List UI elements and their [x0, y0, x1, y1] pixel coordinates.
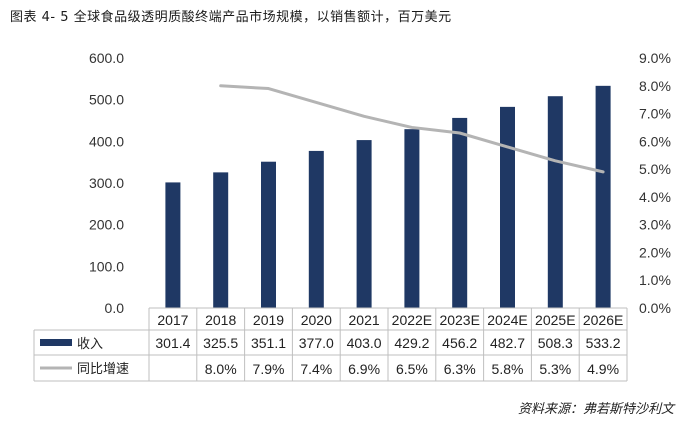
revenue-bar [165, 182, 181, 308]
revenue-bar [547, 96, 563, 308]
y-left-tick-label: 0.0 [105, 300, 125, 316]
x-category-label: 2021 [349, 312, 380, 328]
y-right-tick-label: 4.0% [639, 189, 671, 205]
revenue-value-label: 508.3 [538, 335, 573, 351]
y-right-tick-label: 0.0% [639, 300, 671, 316]
revenue-value-label: 325.5 [203, 335, 238, 351]
revenue-value-label: 482.7 [490, 335, 525, 351]
y-right-tick-label: 8.0% [639, 78, 671, 94]
revenue-bar [404, 129, 420, 308]
growth-value-label: 6.9% [348, 361, 380, 377]
y-right-tick-label: 1.0% [639, 272, 671, 288]
growth-value-label: 8.0% [205, 361, 237, 377]
chart-title: 图表 4- 5 全球食品级透明质酸终端产品市场规模，以销售额计，百万美元 [10, 10, 452, 25]
growth-value-label: 7.4% [300, 361, 332, 377]
legend-label-growth: 同比增速 [77, 361, 129, 376]
x-category-label: 2017 [157, 312, 188, 328]
revenue-value-label: 301.4 [155, 335, 190, 351]
legend-label-revenue: 收入 [77, 336, 103, 351]
revenue-bar [500, 106, 515, 308]
y-right-tick-label: 9.0% [639, 50, 671, 66]
y-left-tick-label: 600.0 [89, 50, 124, 66]
growth-value-label: 7.9% [253, 361, 285, 377]
y-left-tick-label: 100.0 [89, 258, 124, 274]
revenue-value-label: 377.0 [299, 335, 334, 351]
y-right-tick-label: 7.0% [639, 106, 671, 122]
x-category-label: 2020 [301, 312, 332, 328]
revenue-value-label: 351.1 [251, 335, 286, 351]
x-category-label: 2019 [253, 312, 284, 328]
y-left-tick-label: 300.0 [89, 175, 124, 191]
x-category-label: 2022E [392, 312, 432, 328]
x-category-label: 2024E [487, 312, 527, 328]
y-right-tick-label: 5.0% [639, 161, 671, 177]
y-right-tick-label: 3.0% [639, 217, 671, 233]
revenue-value-label: 403.0 [347, 335, 382, 351]
legend-swatch-revenue [40, 339, 72, 346]
revenue-value-label: 533.2 [586, 335, 621, 351]
growth-value-label: 6.5% [396, 361, 428, 377]
x-category-label: 2026E [583, 312, 623, 328]
revenue-bar [356, 140, 372, 308]
revenue-bar [261, 161, 276, 308]
source-note: 资料来源：弗若斯特沙利文 [517, 402, 674, 417]
y-right-tick-label: 6.0% [639, 133, 671, 149]
revenue-bar [452, 117, 468, 309]
growth-value-label: 5.3% [539, 361, 571, 377]
y-left-tick-label: 500.0 [89, 92, 124, 108]
x-category-label: 2025E [535, 312, 575, 328]
revenue-value-label: 456.2 [442, 335, 477, 351]
growth-value-label: 6.3% [444, 361, 476, 377]
y-right-tick-label: 2.0% [639, 244, 671, 260]
revenue-bar [213, 172, 229, 308]
revenue-bar [308, 150, 324, 308]
growth-value-label: 4.9% [587, 361, 619, 377]
y-left-tick-label: 200.0 [89, 217, 124, 233]
y-left-tick-label: 400.0 [89, 133, 124, 149]
x-category-label: 2018 [205, 312, 236, 328]
revenue-value-label: 429.2 [394, 335, 429, 351]
revenue-bar [595, 85, 611, 308]
growth-value-label: 5.8% [492, 361, 524, 377]
x-category-label: 2023E [439, 312, 479, 328]
